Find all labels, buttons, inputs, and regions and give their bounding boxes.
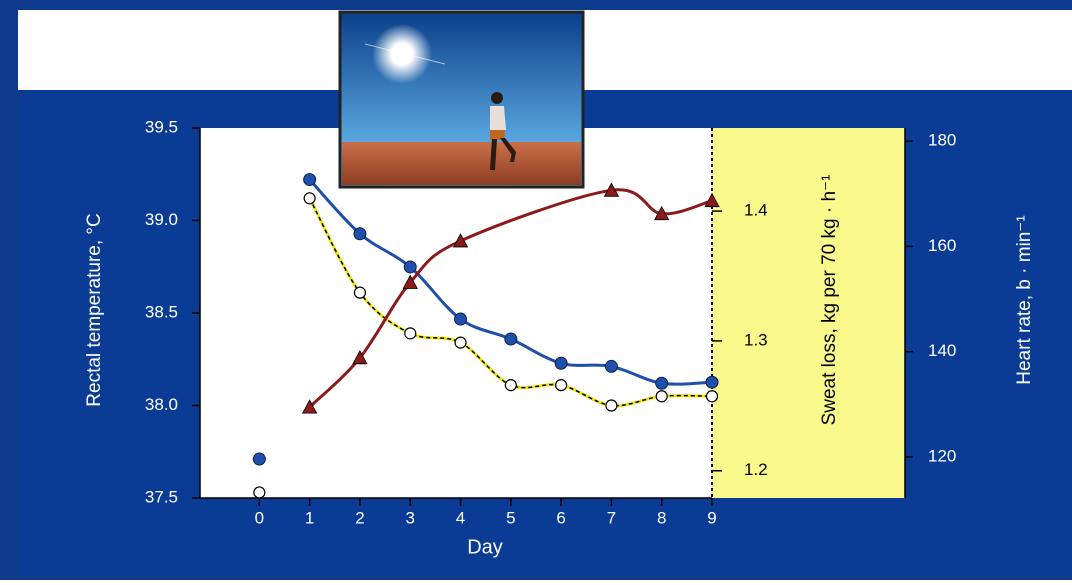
open-point: [605, 399, 618, 412]
x-tick-label: 5: [506, 508, 515, 527]
open-point: [303, 192, 316, 205]
triangle-point: [704, 192, 720, 208]
y3-tick-label: 1.4: [744, 201, 768, 220]
y-tick-label: 38.0: [145, 395, 178, 414]
marks: 39.539.038.538.037.51201401601801.21.31.…: [145, 117, 956, 527]
y3-tick-label: 1.2: [744, 460, 768, 479]
yellow-area: [712, 128, 905, 498]
open-point: [705, 390, 719, 403]
filled-point: [303, 173, 317, 187]
open-point: [404, 327, 417, 340]
y2-axis-title: Heart rate, b · min⁻¹: [1014, 215, 1035, 384]
filled-point: [655, 376, 669, 390]
open-point: [454, 336, 467, 349]
open-point: [555, 379, 568, 392]
photo-sand: [342, 142, 581, 185]
photo-sun: [372, 24, 432, 84]
x-tick-label: 7: [607, 508, 616, 527]
filled-point: [604, 359, 618, 373]
y2-tick-label: 140: [928, 341, 956, 360]
open-point: [353, 286, 367, 299]
filled-point: [252, 452, 266, 466]
triangle-point: [452, 233, 469, 248]
triangle-point: [352, 349, 368, 365]
filled-point: [403, 260, 417, 274]
x-tick-label: 9: [707, 508, 716, 527]
y3-axis-title: Sweat loss, kg per 70 kg · h⁻¹: [819, 175, 840, 426]
x-axis-title: Day: [467, 536, 503, 558]
open-point: [655, 390, 668, 403]
y-tick-label: 39.0: [145, 210, 178, 229]
filled-point: [554, 356, 568, 370]
y-tick-label: 39.5: [145, 117, 178, 136]
photo-runner: [490, 92, 516, 170]
photo-flare: [364, 43, 446, 65]
filled-point: [504, 332, 518, 346]
filled-point: [705, 375, 719, 389]
x-tick-label: 6: [556, 508, 565, 527]
open-point: [253, 486, 266, 499]
y-tick-label: 38.5: [145, 302, 178, 321]
x-tick-label: 8: [657, 508, 666, 527]
y-axis-title: Rectal temperature, °C: [84, 213, 105, 406]
y2-tick-label: 180: [928, 131, 956, 150]
filled-point: [353, 227, 367, 241]
x-tick-label: 1: [305, 508, 314, 527]
filled-point: [454, 312, 468, 326]
photo: [338, 10, 585, 189]
triangle-point: [402, 274, 418, 289]
open-point: [504, 379, 517, 392]
x-tick-label: 2: [355, 508, 364, 527]
x-tick-label: 3: [405, 508, 414, 527]
y3-tick-label: 1.3: [744, 330, 768, 349]
triangle-point: [603, 182, 620, 197]
y-tick-label: 37.5: [145, 487, 178, 506]
x-tick-label: 0: [255, 508, 264, 527]
y2-tick-label: 160: [928, 236, 956, 255]
x-tick-label: 4: [456, 508, 465, 527]
triangle-point: [301, 399, 318, 414]
y2-tick-label: 120: [928, 446, 956, 465]
triangle-point: [654, 205, 670, 221]
